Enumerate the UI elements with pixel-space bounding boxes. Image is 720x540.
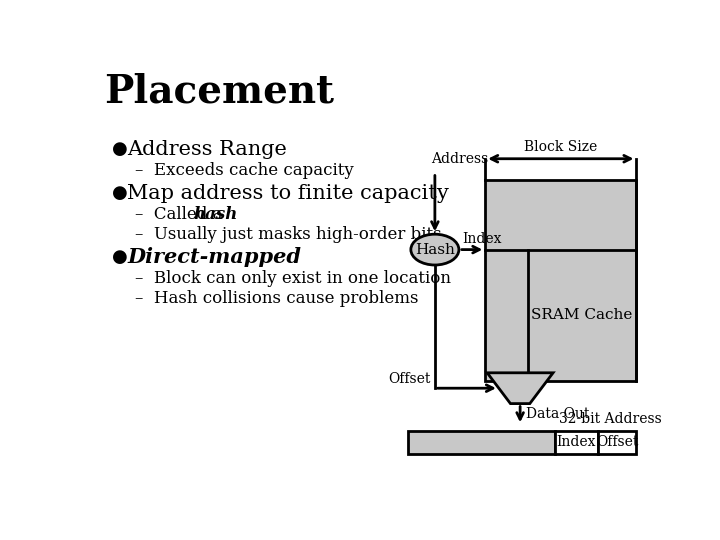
- Text: Address Range: Address Range: [127, 140, 287, 159]
- Bar: [485, 180, 636, 381]
- Text: 32-bit Address: 32-bit Address: [559, 412, 662, 426]
- Text: Index: Index: [557, 435, 596, 449]
- Text: Hash: Hash: [415, 242, 455, 256]
- Text: –  Block can only exist in one location: – Block can only exist in one location: [135, 271, 451, 287]
- Text: SRAM Cache: SRAM Cache: [531, 308, 633, 322]
- Text: Direct-mapped: Direct-mapped: [127, 247, 301, 267]
- Text: hash: hash: [194, 206, 238, 222]
- Text: ●: ●: [112, 248, 127, 266]
- Text: ●: ●: [112, 140, 127, 159]
- Text: ●: ●: [112, 184, 127, 202]
- Text: Address: Address: [431, 152, 488, 166]
- Bar: [555, 430, 598, 454]
- Ellipse shape: [411, 234, 459, 265]
- Text: Data Out: Data Out: [526, 407, 590, 421]
- Bar: [598, 430, 636, 454]
- Bar: [408, 430, 555, 454]
- Text: Map address to finite capacity: Map address to finite capacity: [127, 184, 449, 203]
- Text: –  Exceeds cache capacity: – Exceeds cache capacity: [135, 162, 354, 179]
- Text: –  Usually just masks high-order bits: – Usually just masks high-order bits: [135, 226, 441, 242]
- Text: Index: Index: [462, 232, 502, 246]
- Text: –  Hash collisions cause problems: – Hash collisions cause problems: [135, 289, 418, 307]
- Text: –  Called a: – Called a: [135, 206, 228, 222]
- Text: Placement: Placement: [104, 72, 334, 111]
- Text: Offset: Offset: [389, 372, 431, 386]
- Text: Block Size: Block Size: [524, 140, 598, 154]
- Polygon shape: [487, 373, 553, 403]
- Text: Offset: Offset: [596, 435, 638, 449]
